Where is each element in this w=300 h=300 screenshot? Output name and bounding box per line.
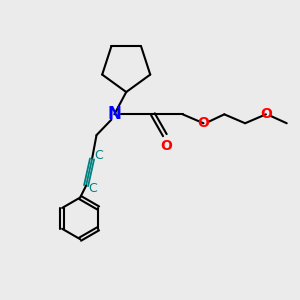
Text: O: O: [160, 139, 172, 153]
Text: O: O: [260, 107, 272, 121]
Text: O: O: [198, 116, 209, 130]
Text: N: N: [107, 105, 121, 123]
Text: C: C: [88, 182, 97, 195]
Text: C: C: [94, 149, 103, 162]
